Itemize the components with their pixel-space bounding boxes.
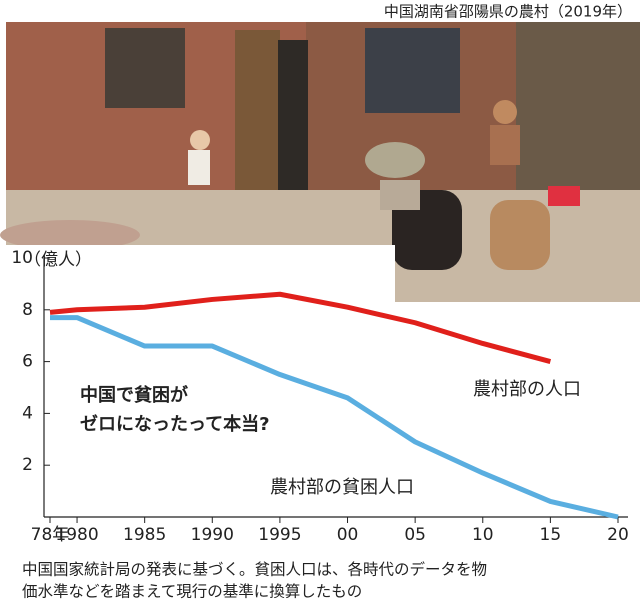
series-line — [49, 291, 552, 365]
photo-caption: 中国湖南省邵陽県の農村（2019年） — [384, 3, 632, 21]
source-note: 価水準などを踏まえて現行の基準に換算したもの — [22, 582, 362, 601]
series-label: 農村部の人口 — [473, 379, 581, 400]
x-tick-label: 1990 — [191, 525, 234, 545]
x-tick-label: 20 — [607, 525, 629, 545]
x-tick-label: 1985 — [123, 525, 166, 545]
x-tick-label: 05 — [404, 525, 426, 545]
annotation: 中国で貧困が — [80, 384, 188, 406]
x-tick-label: 1980 — [55, 525, 98, 545]
series-line — [50, 315, 619, 520]
y-tick-label: 2 — [22, 455, 33, 475]
y-tick-label: 8 — [22, 300, 33, 320]
annotation: ゼロになったって本当? — [80, 413, 270, 435]
photo — [0, 22, 640, 606]
x-tick-label: 78年 — [31, 525, 70, 545]
x-tick-label: 00 — [337, 525, 359, 545]
series-label: 農村部の貧困人口 — [270, 477, 414, 498]
source-note: 中国国家統計局の発表に基づく。貧困人口は、各時代のデータを物 — [22, 560, 487, 579]
y-tick-label: 10 — [11, 248, 33, 268]
x-tick-label: 10 — [472, 525, 494, 545]
y-tick-label: 4 — [22, 403, 33, 423]
x-tick-label: 1995 — [258, 525, 301, 545]
y-tick-label: 6 — [22, 352, 33, 372]
y-axis-label: （億人） — [24, 250, 92, 270]
x-tick-label: 15 — [540, 525, 562, 545]
